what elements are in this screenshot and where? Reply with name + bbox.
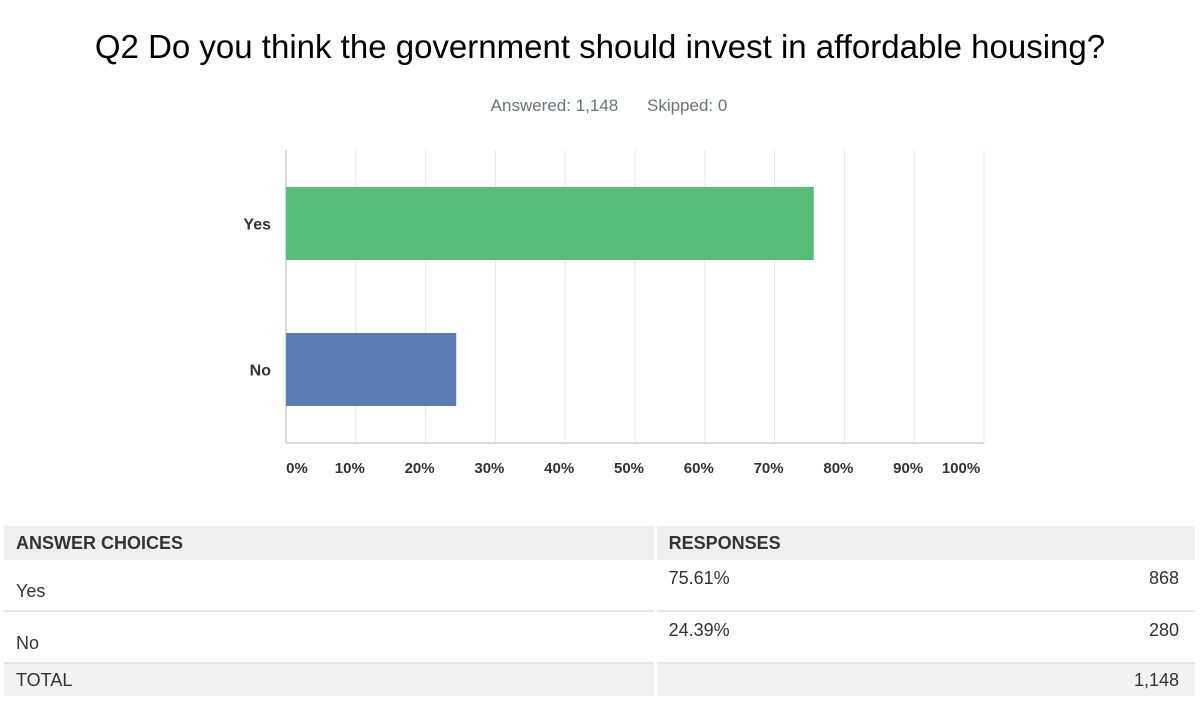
- x-tick-label: 20%: [405, 460, 435, 477]
- bar-yes: [286, 187, 814, 260]
- total-count: 1,148: [947, 663, 1195, 696]
- x-tick-label: 0%: [286, 460, 308, 477]
- response-summary: Answered: 1,148 Skipped: 0: [0, 96, 1200, 116]
- x-tick-label: 70%: [754, 460, 784, 477]
- table-row: No 24.39% 280: [4, 611, 1195, 664]
- answered-count: Answered: 1,148: [490, 96, 619, 115]
- category-label: Yes: [243, 217, 271, 234]
- skipped-count: Skipped: 0: [646, 96, 728, 115]
- category-label: No: [250, 363, 272, 380]
- row-choice: No: [4, 611, 656, 664]
- question-title: Q2 Do you think the government should in…: [94, 28, 1106, 65]
- header-responses: RESPONSES: [653, 526, 1195, 560]
- x-tick-label: 40%: [544, 460, 574, 477]
- row-count: 868: [947, 560, 1195, 612]
- responses-table: ANSWER CHOICES RESPONSES Yes 75.61% 868 …: [4, 526, 1195, 696]
- x-tick-label: 10%: [335, 460, 365, 477]
- table-total-row: TOTAL 1,148: [4, 663, 1195, 696]
- x-tick-label: 90%: [893, 460, 923, 477]
- row-choice: Yes: [4, 560, 656, 612]
- header-answer-choices: ANSWER CHOICES: [4, 526, 656, 560]
- x-tick-label: 80%: [823, 460, 853, 477]
- bar-chart: 0% 10% 20% 30% 40% 50% 60% 70% 80% 90% 100% Yes No: [243, 150, 985, 477]
- bar-no: [286, 333, 457, 406]
- row-count: 280: [947, 611, 1195, 664]
- row-percent: 24.39%: [653, 611, 948, 664]
- x-tick-label: 30%: [474, 460, 504, 477]
- table-row: Yes 75.61% 868: [4, 560, 1195, 612]
- x-tick-label: 50%: [614, 460, 644, 477]
- table-header-row: ANSWER CHOICES RESPONSES: [4, 526, 1195, 560]
- row-percent: 75.61%: [653, 560, 948, 612]
- total-label: TOTAL: [4, 663, 656, 696]
- x-tick-label: 60%: [684, 460, 714, 477]
- x-tick-label: 100%: [942, 460, 980, 477]
